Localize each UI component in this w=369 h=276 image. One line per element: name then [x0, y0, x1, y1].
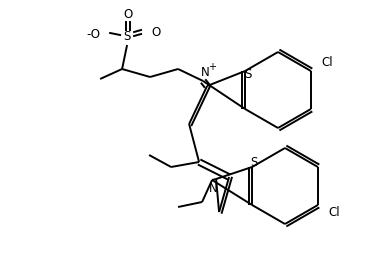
Text: Cl: Cl [328, 206, 339, 219]
Text: S: S [123, 31, 131, 44]
Text: N: N [201, 67, 210, 79]
Text: S: S [244, 68, 252, 81]
Text: Cl: Cl [321, 57, 332, 70]
Text: N: N [209, 182, 217, 195]
Text: O: O [151, 26, 161, 39]
Text: O: O [124, 7, 133, 20]
Text: S: S [251, 156, 258, 169]
Text: +: + [208, 62, 216, 72]
Text: -O: -O [86, 28, 100, 41]
